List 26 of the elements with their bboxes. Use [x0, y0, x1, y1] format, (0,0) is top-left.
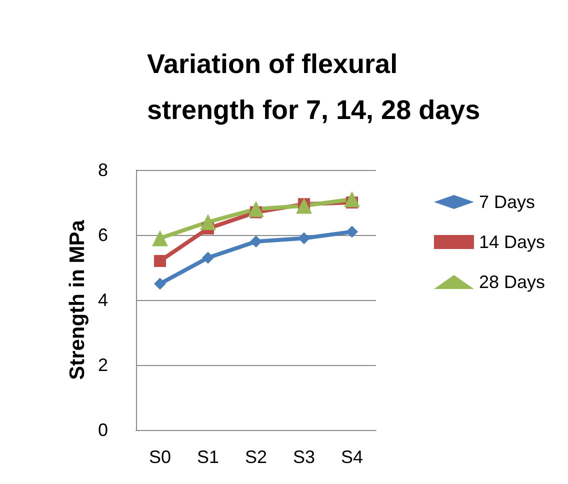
point	[202, 252, 214, 264]
point	[298, 232, 310, 244]
y-tick-label: 6	[98, 225, 108, 245]
point	[154, 255, 166, 267]
x-tick-label: S1	[196, 447, 220, 467]
y-tick-label: 0	[98, 420, 108, 440]
legend-label: 7 Days	[478, 192, 535, 212]
legend-label: 28 Days	[478, 272, 546, 292]
point	[250, 236, 262, 248]
point	[154, 278, 166, 290]
point	[248, 201, 264, 217]
legend-label: 14 Days	[478, 232, 546, 252]
point	[200, 214, 216, 230]
y-tick-label: 2	[98, 355, 108, 375]
x-tick-label: S3	[292, 447, 316, 467]
point	[344, 191, 360, 208]
point	[346, 226, 358, 238]
x-tick-label: S4	[340, 447, 364, 467]
chart-title: Variation of flexural strength for 7, 14, 28 days	[147, 49, 480, 125]
point	[152, 230, 168, 246]
y-tick-label: 8	[98, 160, 108, 180]
point	[296, 198, 312, 214]
y-tick-label: 4	[98, 290, 108, 310]
x-tick-label: S0	[148, 447, 172, 467]
y-axis-title: Strength in MPa	[66, 220, 89, 380]
x-tick-label: S2	[244, 447, 268, 467]
